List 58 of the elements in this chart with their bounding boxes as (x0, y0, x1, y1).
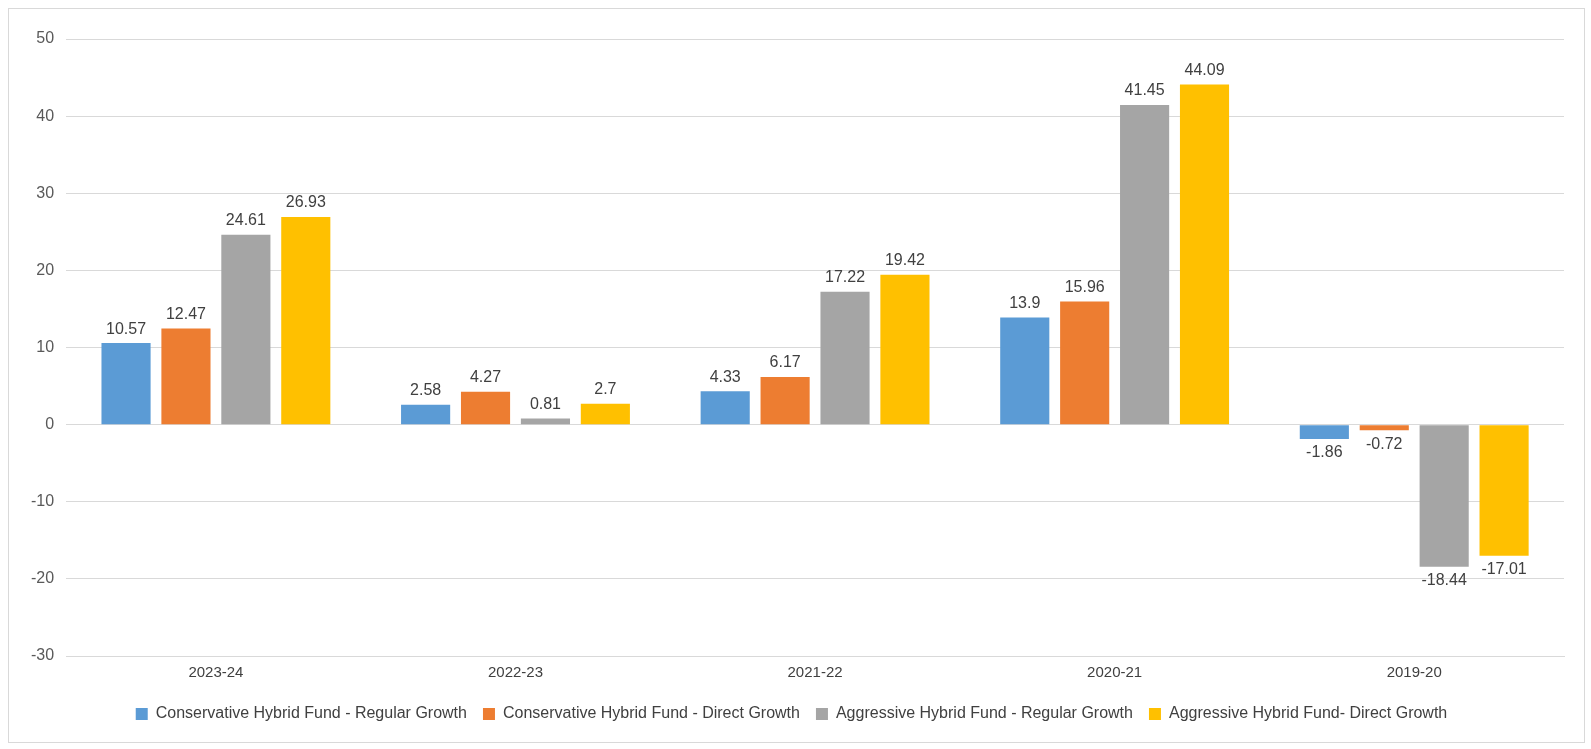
data-label: 17.22 (825, 268, 866, 286)
bar (1060, 301, 1110, 425)
data-label: 44.09 (1184, 60, 1225, 78)
data-label: 12.47 (165, 304, 207, 322)
bar (1479, 425, 1529, 556)
y-tick-label: -10 (31, 492, 55, 510)
data-label: 4.27 (469, 368, 502, 386)
legend-label: Conservative Hybrid Fund - Direct Growth (502, 704, 800, 722)
y-tick-label: 40 (36, 106, 55, 124)
bar (580, 403, 630, 425)
y-tick-label: 20 (36, 260, 55, 278)
bar (520, 418, 571, 425)
legend-label: Aggressive Hybrid Fund- Direct Growth (1168, 704, 1448, 722)
bar (760, 377, 810, 425)
bar (1120, 104, 1170, 425)
bar (1419, 425, 1469, 567)
x-tick-label: 2019-20 (1386, 663, 1442, 681)
x-tick-label: 2020-21 (1087, 663, 1143, 681)
data-label: 15.96 (1064, 277, 1105, 295)
x-tick-label: 2022-23 (487, 663, 544, 681)
y-tick-label: 50 (36, 29, 55, 47)
bar (1359, 425, 1409, 431)
bar (820, 291, 870, 425)
legend-label: Aggressive Hybrid Fund - Regular Growth (835, 704, 1133, 722)
bar (700, 391, 750, 425)
bar (401, 404, 451, 425)
data-label: -18.44 (1421, 571, 1467, 589)
data-label: 2.7 (594, 380, 617, 398)
data-label: 4.33 (709, 367, 741, 385)
bar (281, 216, 331, 425)
data-label: 24.61 (225, 211, 266, 229)
y-tick-label: 30 (36, 183, 55, 201)
data-label: -0.72 (1366, 434, 1403, 452)
data-label: 26.93 (285, 193, 326, 211)
bar (1000, 317, 1050, 425)
data-label: -1.86 (1306, 443, 1343, 461)
bar (460, 391, 511, 425)
y-tick-label: -30 (31, 646, 55, 664)
y-tick-label: -20 (31, 569, 55, 587)
data-label: -17.01 (1481, 560, 1527, 578)
data-label: 10.57 (106, 319, 147, 337)
bar (1179, 84, 1230, 425)
data-label: 41.45 (1124, 81, 1165, 99)
y-tick-label: 0 (45, 415, 55, 433)
data-label: 0.81 (529, 394, 562, 412)
data-label: 13.9 (1009, 293, 1041, 311)
bar (221, 234, 271, 425)
bar (880, 274, 930, 425)
x-tick-label: 2023-24 (188, 663, 244, 681)
data-label: 19.42 (884, 251, 926, 269)
bar (101, 343, 151, 425)
y-tick-label: 10 (36, 337, 55, 355)
data-label: 2.58 (410, 381, 442, 399)
data-label: 6.17 (769, 353, 801, 371)
x-tick-label: 2021-22 (787, 663, 843, 681)
legend-label: Conservative Hybrid Fund - Regular Growth (155, 704, 467, 722)
bar (161, 328, 211, 425)
bar (1299, 425, 1349, 439)
